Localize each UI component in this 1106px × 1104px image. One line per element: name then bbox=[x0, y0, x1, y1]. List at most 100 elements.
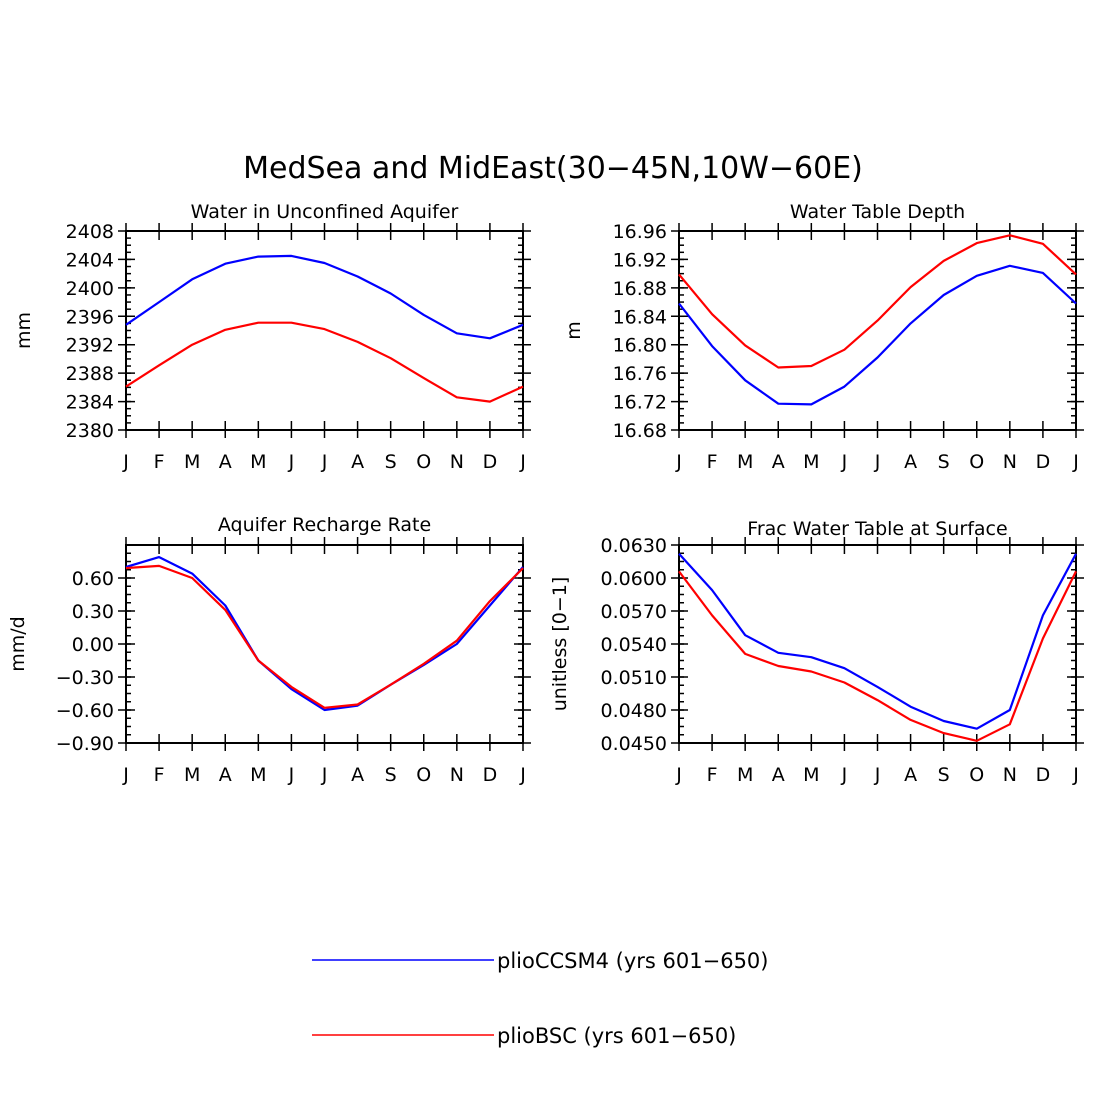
x-tick-label: N bbox=[1003, 764, 1017, 786]
y-tick-label: 0.0510 bbox=[601, 667, 667, 689]
y-axis-label: mm bbox=[13, 312, 35, 349]
y-tick-label: 0.0600 bbox=[601, 568, 667, 590]
y-tick-label: 2404 bbox=[66, 249, 114, 271]
x-tick-label: M bbox=[737, 451, 753, 473]
x-tick-label: N bbox=[1003, 451, 1017, 473]
x-tick-label: M bbox=[803, 764, 819, 786]
legend-item-plioccsm4: plioCCSM4 (yrs 601−650) bbox=[312, 949, 768, 973]
x-tick-label: S bbox=[938, 764, 950, 786]
y-axis-label: m bbox=[563, 321, 585, 340]
y-tick-label: 16.84 bbox=[613, 306, 667, 328]
x-tick-label: J bbox=[675, 451, 682, 473]
y-tick-label: 0.00 bbox=[72, 634, 114, 656]
x-tick-label: O bbox=[416, 451, 431, 473]
x-tick-label: D bbox=[1036, 451, 1051, 473]
y-tick-label: 2408 bbox=[66, 221, 114, 243]
x-tick-label: F bbox=[707, 451, 718, 473]
y-tick-label: 16.68 bbox=[613, 420, 667, 442]
x-tick-label: J bbox=[321, 451, 328, 473]
x-tick-label: A bbox=[772, 764, 785, 786]
chart-panel-3: Aquifer Recharge Rate mm/d −0.90 −0.60 −0.30… bbox=[7, 514, 531, 786]
x-tick-label: J bbox=[841, 764, 848, 786]
x-tick-label: J bbox=[288, 764, 295, 786]
y-tick-label: 2392 bbox=[66, 335, 114, 357]
x-tick-label: N bbox=[450, 451, 464, 473]
x-tick-label: J bbox=[122, 764, 129, 786]
x-tick-label: A bbox=[351, 451, 364, 473]
y-tick-label: 16.76 bbox=[613, 363, 667, 385]
y-tick-label: 16.80 bbox=[613, 335, 667, 357]
y-tick-label: 0.60 bbox=[72, 568, 114, 590]
x-tick-label: O bbox=[416, 764, 431, 786]
x-tick-label: A bbox=[351, 764, 364, 786]
y-tick-label: 16.72 bbox=[613, 392, 667, 414]
x-tick-label: O bbox=[969, 451, 984, 473]
y-tick-label: 16.96 bbox=[613, 221, 667, 243]
y-tick-label: 2380 bbox=[66, 420, 114, 442]
y-tick-label: −0.30 bbox=[56, 667, 114, 689]
series-line-pliobsc bbox=[678, 234, 1077, 369]
y-tick-label: 0.0450 bbox=[601, 733, 667, 755]
x-tick-label: N bbox=[450, 764, 464, 786]
y-tick-label: 2400 bbox=[66, 278, 114, 300]
series-line-plioccsm4 bbox=[678, 553, 1077, 730]
x-tick-label: F bbox=[154, 764, 165, 786]
series-line-plioccsm4 bbox=[125, 555, 524, 712]
panel-title: Water in Unconfined Aquifer bbox=[191, 201, 459, 223]
x-tick-label: J bbox=[1072, 451, 1079, 473]
panels: Water in Unconfined Aquifer mm 2380 2384 238… bbox=[7, 201, 1084, 786]
series-line-pliobsc bbox=[678, 570, 1077, 742]
x-tick-label: M bbox=[250, 764, 266, 786]
chart-panel-4: Frac Water Table at Surface unitless [0−1… bbox=[549, 518, 1084, 786]
x-tick-label: A bbox=[219, 764, 232, 786]
x-tick-label: D bbox=[483, 764, 498, 786]
y-tick-label: 0.0540 bbox=[601, 634, 667, 656]
x-tick-label: F bbox=[154, 451, 165, 473]
x-tick-label: S bbox=[385, 451, 397, 473]
main-title: MedSea and MidEast(30−45N,10W−60E) bbox=[243, 151, 863, 186]
x-tick-label: M bbox=[803, 451, 819, 473]
x-tick-label: J bbox=[1072, 764, 1079, 786]
x-tick-label: A bbox=[772, 451, 785, 473]
x-tick-label: M bbox=[184, 451, 200, 473]
x-tick-label: J bbox=[874, 451, 881, 473]
y-tick-label: 16.88 bbox=[613, 278, 667, 300]
x-tick-label: A bbox=[904, 764, 917, 786]
series-line-pliobsc bbox=[125, 321, 524, 403]
series-line-plioccsm4 bbox=[125, 254, 524, 340]
x-tick-label: J bbox=[321, 764, 328, 786]
y-tick-label: 2396 bbox=[66, 306, 114, 328]
panel-title: Aquifer Recharge Rate bbox=[218, 514, 431, 536]
x-tick-label: J bbox=[122, 451, 129, 473]
x-tick-label: J bbox=[519, 451, 526, 473]
y-tick-label: 0.0630 bbox=[601, 535, 667, 557]
y-tick-label: 0.30 bbox=[72, 601, 114, 623]
x-tick-label: M bbox=[737, 764, 753, 786]
x-tick-label: M bbox=[184, 764, 200, 786]
y-tick-label: 0.0480 bbox=[601, 700, 667, 722]
plot-frame bbox=[678, 544, 1077, 744]
x-tick-label: S bbox=[938, 451, 950, 473]
legend-item-pliobsc: plioBSC (yrs 601−650) bbox=[312, 1024, 736, 1048]
plot-frame bbox=[125, 230, 524, 431]
panel-title: Frac Water Table at Surface bbox=[747, 518, 1007, 540]
y-tick-label: 2388 bbox=[66, 363, 114, 385]
series-line-pliobsc bbox=[125, 564, 524, 709]
x-tick-label: O bbox=[969, 764, 984, 786]
y-tick-label: 16.92 bbox=[613, 249, 667, 271]
x-tick-label: J bbox=[874, 764, 881, 786]
y-tick-label: 2384 bbox=[66, 392, 114, 414]
x-tick-label: D bbox=[1036, 764, 1051, 786]
chart-panel-1: Water in Unconfined Aquifer mm 2380 2384 238… bbox=[13, 201, 531, 473]
x-tick-label: A bbox=[219, 451, 232, 473]
x-tick-label: M bbox=[250, 451, 266, 473]
x-tick-label: S bbox=[385, 764, 397, 786]
plot-frame bbox=[678, 230, 1077, 431]
legend-label: plioCCSM4 (yrs 601−650) bbox=[497, 949, 768, 973]
x-tick-label: J bbox=[288, 451, 295, 473]
series-line-plioccsm4 bbox=[678, 264, 1077, 406]
x-tick-label: F bbox=[707, 764, 718, 786]
y-axis-label: unitless [0−1] bbox=[549, 577, 571, 712]
panel-title: Water Table Depth bbox=[790, 201, 965, 223]
